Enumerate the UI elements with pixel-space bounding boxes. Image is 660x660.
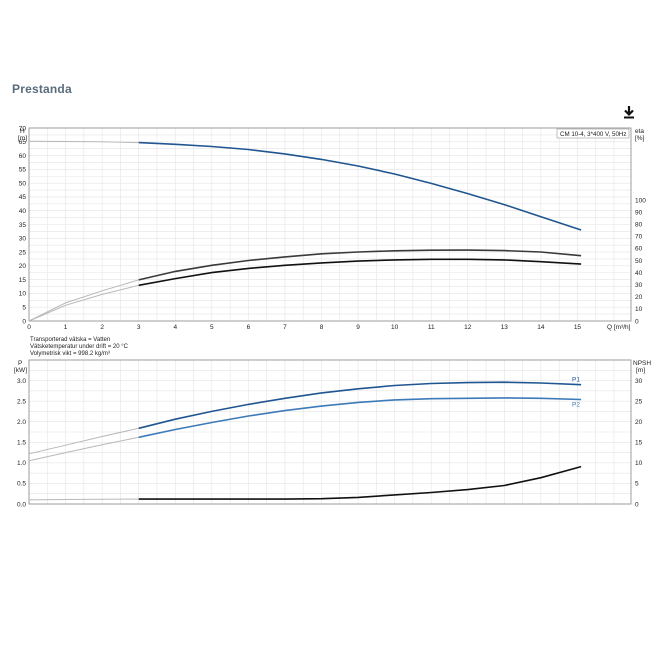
y-tick-label-right: 10 (635, 460, 643, 467)
y-tick-label-right: 100 (635, 197, 646, 204)
y-tick-label-left: 40 (19, 208, 27, 215)
y-tick-label-left: 3.0 (17, 378, 26, 385)
npsh-curve-extrapolated (28, 498, 139, 501)
power-p2-curve-extrapolated (28, 436, 139, 462)
legend-box (556, 128, 630, 139)
x-tick-label: 12 (464, 324, 472, 331)
y-tick-label-right: 25 (635, 398, 643, 405)
plot-frame-bottom (28, 359, 632, 505)
y-axis-unit-right: [%] (635, 135, 645, 142)
y-tick-label-right: 20 (635, 419, 643, 426)
y-tick-label-left: 50 (19, 180, 27, 187)
power-p1-curve-extrapolated (28, 427, 139, 455)
x-tick-label: 14 (537, 324, 545, 331)
y-tick-label-right: 0 (635, 318, 639, 325)
y-axis-label-left: P (18, 360, 22, 367)
efficiency-curve-1 (138, 249, 582, 281)
y-tick-label-right: 0 (635, 501, 639, 508)
y-tick-label-right: 30 (635, 282, 643, 289)
y-axis-label-right: NPSH (633, 360, 651, 367)
y-tick-label-right: 30 (635, 378, 643, 385)
y-axis-unit-left: [m] (18, 135, 27, 142)
y-tick-label-right: 70 (635, 234, 643, 241)
note-line: Volymetrisk vikt = 998.2 kg/m³ (30, 351, 110, 357)
y-tick-label-right: 20 (635, 294, 643, 301)
y-tick-label-right: 10 (635, 306, 643, 313)
y-tick-label-right: 90 (635, 209, 643, 216)
x-tick-label: 11 (428, 324, 435, 331)
y-tick-label-left: 55 (19, 167, 27, 174)
y-tick-label-left: 45 (19, 194, 27, 201)
note-line: Vätsketemperatur under drift = 20 °C (30, 344, 129, 350)
y-tick-label-left: 2.5 (17, 398, 26, 405)
y-axis-unit-right: [m] (636, 367, 645, 374)
y-tick-label-left: 70 (19, 125, 27, 132)
x-tick-label: 15 (574, 324, 582, 331)
x-tick-label: 10 (391, 324, 399, 331)
download-icon[interactable] (621, 104, 637, 120)
efficiency-curve-2-extrapolated (28, 284, 139, 322)
x-tick-label: 5 (210, 324, 214, 331)
y-tick-label-left: 25 (19, 249, 27, 256)
plot-frame-top (28, 127, 632, 322)
x-tick-label: 8 (320, 324, 324, 331)
y-tick-label-left: 30 (19, 236, 27, 243)
section-title: Prestanda (12, 82, 72, 96)
legend-text: CM 10-4, 3*400 V, 50Hz (560, 131, 627, 138)
y-axis-unit-left: [kW] (14, 367, 27, 374)
y-tick-label-left: 15 (19, 277, 27, 284)
y-tick-label-left: 20 (19, 263, 27, 270)
x-tick-label: 7 (283, 324, 287, 331)
x-tick-label: 2 (100, 324, 104, 331)
y-tick-label-right: 50 (635, 258, 643, 265)
y-tick-label-right: 15 (635, 440, 643, 447)
y-tick-label-left: 1.5 (17, 440, 26, 447)
x-tick-label: 13 (501, 324, 509, 331)
x-axis-label: Q [m³/h] (607, 324, 631, 331)
head-curve (138, 141, 582, 231)
x-tick-label: 9 (356, 324, 360, 331)
y-tick-label-left: 5 (22, 305, 26, 312)
x-tick-label: 3 (137, 324, 141, 331)
y-tick-label-left: 1.0 (17, 460, 26, 467)
y-tick-label-left: 60 (19, 153, 27, 160)
y-tick-label-left: 65 (19, 139, 27, 146)
y-tick-label-left: 0.0 (17, 501, 26, 508)
y-tick-label-left: 0.5 (17, 481, 26, 488)
x-tick-label: 1 (64, 324, 68, 331)
series-label-p2: P2 (572, 401, 580, 408)
npsh-curve (138, 465, 582, 500)
y-tick-label-left: 10 (19, 291, 27, 298)
y-tick-label-left: 0 (22, 318, 26, 325)
y-tick-label-right: 5 (635, 481, 639, 488)
y-tick-label-right: 40 (635, 270, 643, 277)
head-curve-extrapolated (28, 140, 139, 144)
y-axis-label-left: H (20, 128, 25, 135)
y-tick-label-left: 35 (19, 222, 27, 229)
series-label-p1: P1 (572, 377, 580, 384)
x-tick-label: 4 (173, 324, 177, 331)
x-tick-label: 0 (27, 324, 31, 331)
y-tick-label-left: 2.0 (17, 419, 26, 426)
power-p1-curve (138, 381, 582, 430)
power-p2-curve (138, 397, 582, 439)
y-tick-label-right: 80 (635, 222, 643, 229)
y-axis-label-right: eta (635, 128, 644, 135)
note-line: Transporterad vätska = Vatten (30, 337, 110, 343)
efficiency-curve-1-extrapolated (28, 279, 139, 322)
x-tick-label: 6 (247, 324, 251, 331)
efficiency-curve-2 (138, 258, 582, 287)
y-tick-label-right: 60 (635, 246, 643, 253)
